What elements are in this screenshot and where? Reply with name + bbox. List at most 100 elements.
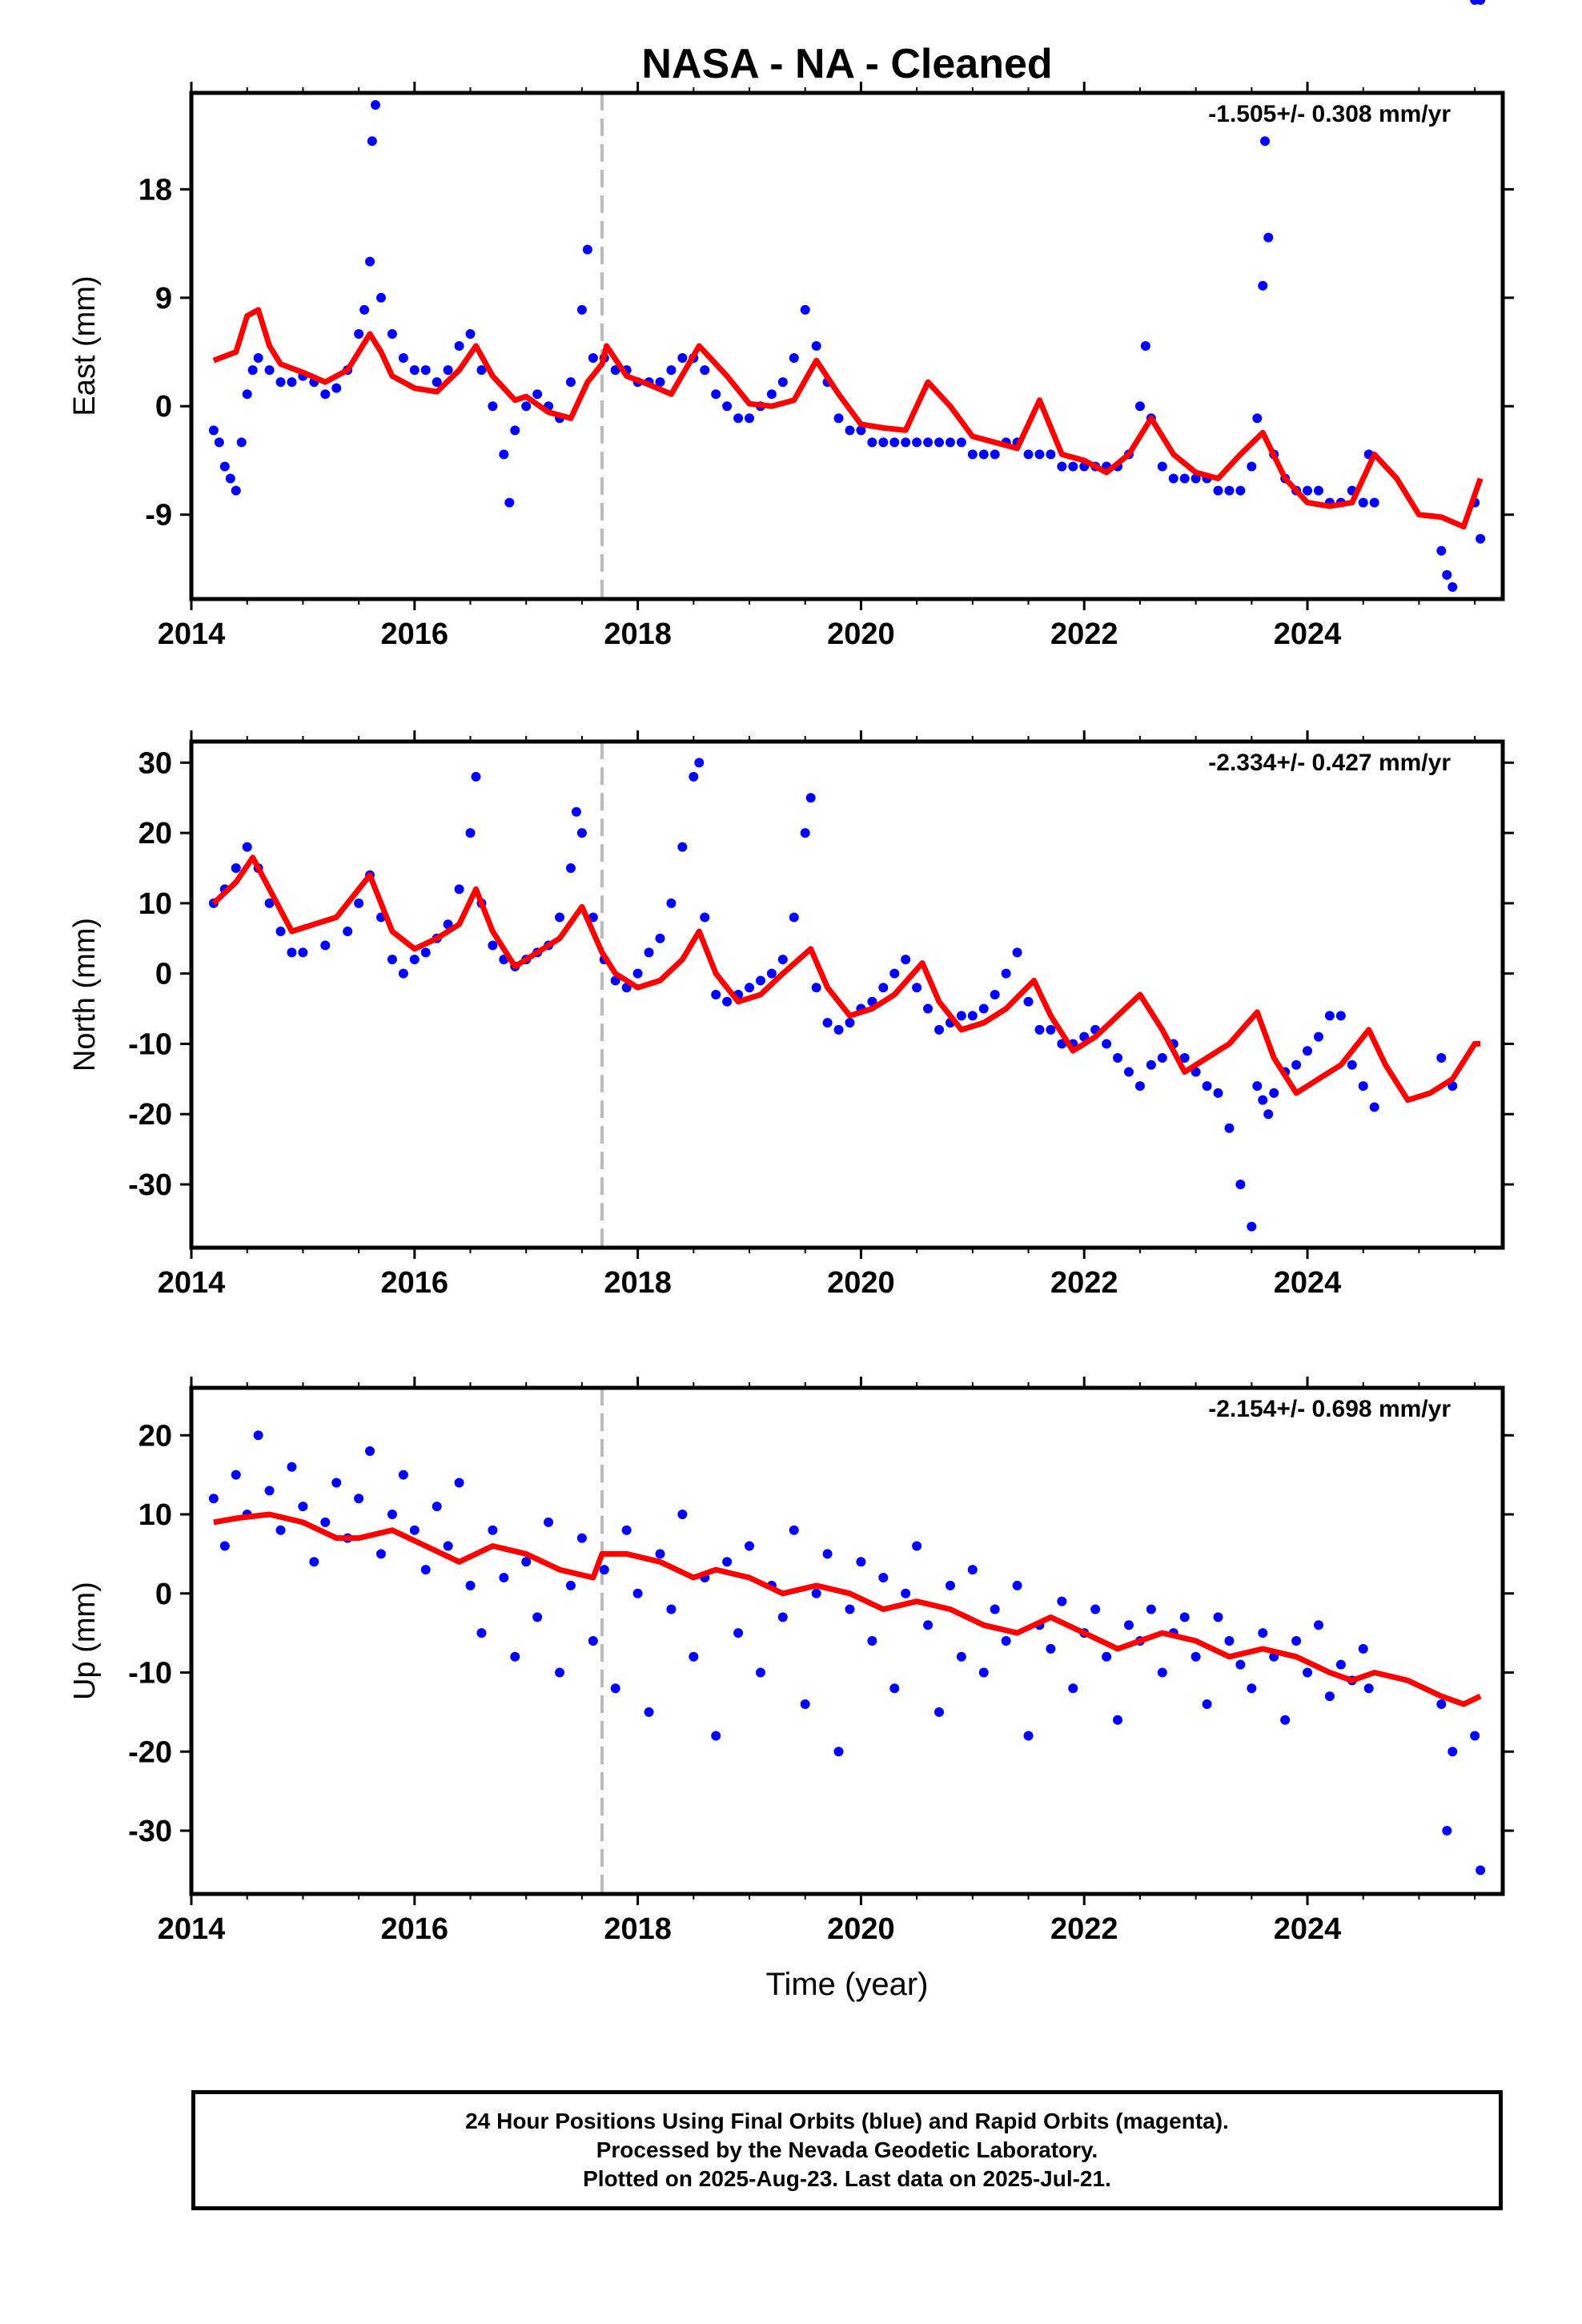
data-point bbox=[1057, 461, 1067, 472]
plot-frame bbox=[189, 90, 1505, 601]
data-point bbox=[923, 1620, 934, 1630]
data-point bbox=[1146, 1604, 1156, 1614]
y-axis-label: Up (mm) bbox=[68, 1582, 102, 1700]
data-point bbox=[387, 1510, 397, 1519]
data-point bbox=[476, 1628, 487, 1638]
data-point bbox=[343, 927, 353, 936]
data-point bbox=[504, 497, 515, 508]
data-point bbox=[805, 793, 816, 803]
data-point bbox=[432, 377, 442, 388]
data-point bbox=[231, 485, 241, 496]
data-point bbox=[555, 912, 565, 923]
data-point bbox=[1470, 1731, 1480, 1741]
data-point bbox=[471, 771, 481, 782]
data-point bbox=[242, 842, 252, 852]
data-point bbox=[1224, 485, 1235, 496]
data-point bbox=[1269, 1088, 1279, 1098]
data-point bbox=[409, 955, 420, 965]
data-point bbox=[499, 449, 509, 460]
data-point bbox=[476, 365, 487, 376]
y-tick-label: 20 bbox=[139, 817, 172, 850]
x-tick-label: 2016 bbox=[381, 1266, 449, 1300]
data-point bbox=[1191, 1651, 1201, 1662]
data-point bbox=[856, 1557, 866, 1567]
data-point bbox=[231, 863, 241, 873]
data-point bbox=[1442, 569, 1452, 580]
x-axis-label: Time (year) bbox=[766, 1967, 929, 2002]
data-point bbox=[1476, 0, 1486, 5]
data-point bbox=[800, 304, 810, 315]
data-point bbox=[354, 1494, 364, 1504]
data-point bbox=[387, 328, 397, 339]
data-point bbox=[1046, 1643, 1056, 1654]
data-point bbox=[711, 1731, 721, 1741]
y-tick-label: 30 bbox=[139, 746, 172, 780]
data-point bbox=[945, 437, 955, 448]
x-tick-label: 2016 bbox=[381, 617, 449, 651]
y-tick-label: -20 bbox=[128, 1735, 172, 1769]
data-point bbox=[1068, 461, 1078, 472]
data-point bbox=[889, 437, 900, 448]
data-point bbox=[1235, 1180, 1246, 1189]
data-point bbox=[912, 437, 922, 448]
data-point bbox=[901, 437, 911, 448]
data-point bbox=[365, 256, 375, 267]
y-axis-label: East (mm) bbox=[68, 275, 102, 416]
data-point bbox=[1447, 581, 1458, 592]
data-point bbox=[409, 1525, 420, 1535]
data-point bbox=[1247, 461, 1257, 472]
data-point bbox=[1252, 1081, 1263, 1092]
data-point bbox=[420, 365, 431, 376]
data-point bbox=[264, 365, 275, 376]
rate-annotation: -2.154+/- 0.698 mm/yr bbox=[1208, 1396, 1451, 1422]
y-tick-label: 18 bbox=[139, 173, 172, 207]
data-point bbox=[231, 1470, 241, 1480]
data-point bbox=[956, 437, 966, 448]
data-point bbox=[978, 1003, 989, 1014]
data-point bbox=[1213, 485, 1223, 496]
data-point bbox=[1191, 473, 1201, 484]
data-point bbox=[800, 828, 810, 838]
panel-up: 2014 2016 2018 2020 2022 2024 -30 -20 -10 0 10 20 Up… bbox=[68, 1377, 1514, 2002]
data-point bbox=[354, 328, 364, 339]
data-point bbox=[287, 1462, 297, 1472]
data-point bbox=[420, 1565, 431, 1575]
data-point bbox=[644, 1707, 654, 1717]
data-point bbox=[1023, 449, 1034, 460]
data-point bbox=[777, 377, 788, 388]
data-point bbox=[1179, 1612, 1190, 1622]
data-point bbox=[1235, 1659, 1246, 1670]
data-point bbox=[733, 413, 744, 424]
data-point bbox=[1303, 1046, 1313, 1056]
data-point bbox=[956, 1651, 966, 1662]
data-point bbox=[1034, 1024, 1045, 1035]
data-point bbox=[722, 1557, 733, 1567]
data-point bbox=[689, 771, 699, 782]
data-point bbox=[432, 1502, 442, 1512]
data-point bbox=[1023, 996, 1034, 1007]
data-point bbox=[1102, 1651, 1112, 1662]
data-point bbox=[375, 1549, 386, 1559]
data-point bbox=[1202, 1699, 1212, 1709]
data-point bbox=[214, 437, 224, 448]
data-point bbox=[1224, 1636, 1235, 1646]
data-point bbox=[745, 1541, 755, 1551]
data-point bbox=[1358, 497, 1368, 508]
data-point bbox=[1476, 533, 1486, 544]
data-point bbox=[833, 413, 844, 424]
data-point bbox=[621, 1525, 632, 1535]
data-point bbox=[610, 1683, 620, 1694]
data-point bbox=[833, 1024, 844, 1035]
data-point bbox=[367, 136, 377, 147]
points-up bbox=[208, 1430, 1486, 1876]
data-point bbox=[811, 341, 821, 351]
data-point bbox=[1358, 1643, 1368, 1654]
data-point bbox=[275, 927, 286, 936]
data-point bbox=[666, 365, 677, 376]
data-point bbox=[247, 365, 258, 376]
data-point bbox=[488, 401, 498, 412]
data-point bbox=[510, 425, 520, 436]
data-point bbox=[331, 383, 342, 393]
data-point bbox=[219, 461, 230, 472]
